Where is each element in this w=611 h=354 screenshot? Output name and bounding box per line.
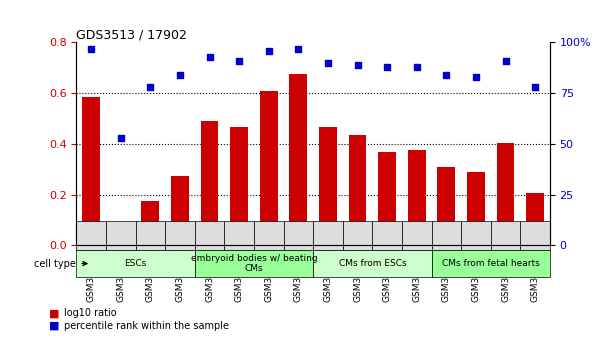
FancyBboxPatch shape (372, 221, 402, 250)
Point (530, 84, 540, 90)
Point (382, 64, 392, 70)
FancyBboxPatch shape (343, 221, 372, 250)
Point (234, 58, 244, 64)
FancyBboxPatch shape (431, 221, 461, 250)
Bar (378, 152, 396, 245)
Bar (171, 176, 189, 245)
Bar (349, 135, 367, 245)
Point (264, 48, 274, 53)
Text: GDS3513 / 17902: GDS3513 / 17902 (76, 28, 187, 41)
Bar (467, 172, 485, 245)
FancyBboxPatch shape (76, 250, 195, 277)
FancyBboxPatch shape (136, 221, 165, 250)
FancyBboxPatch shape (461, 221, 491, 250)
Bar (437, 167, 455, 245)
FancyBboxPatch shape (313, 221, 343, 250)
Text: ■: ■ (49, 308, 59, 318)
Bar (82, 97, 100, 245)
Point (471, 74, 481, 80)
Bar (408, 150, 426, 245)
Point (412, 64, 422, 70)
Point (175, 72, 185, 78)
Bar (260, 91, 277, 245)
FancyBboxPatch shape (106, 221, 136, 250)
FancyBboxPatch shape (521, 221, 550, 250)
Bar (200, 121, 219, 245)
Text: log10 ratio: log10 ratio (64, 308, 117, 318)
Point (145, 84, 155, 90)
Point (86, 46, 96, 51)
Point (205, 54, 214, 59)
Text: percentile rank within the sample: percentile rank within the sample (64, 321, 229, 331)
Text: embryoid bodies w/ beating
CMs: embryoid bodies w/ beating CMs (191, 254, 317, 273)
FancyBboxPatch shape (195, 221, 224, 250)
Point (353, 62, 362, 68)
FancyBboxPatch shape (402, 221, 431, 250)
FancyBboxPatch shape (165, 221, 195, 250)
Bar (497, 143, 514, 245)
Bar (290, 74, 307, 245)
Point (441, 72, 451, 78)
Bar (526, 193, 544, 245)
Text: CMs from fetal hearts: CMs from fetal hearts (442, 259, 540, 268)
Text: ■: ■ (49, 321, 59, 331)
Text: CMs from ESCs: CMs from ESCs (338, 259, 406, 268)
Text: ESCs: ESCs (125, 259, 147, 268)
Bar (230, 127, 248, 245)
FancyBboxPatch shape (254, 221, 284, 250)
Point (323, 60, 333, 65)
FancyBboxPatch shape (431, 250, 550, 277)
Point (293, 46, 303, 51)
Point (500, 58, 510, 64)
Point (116, 135, 126, 141)
FancyBboxPatch shape (224, 221, 254, 250)
Bar (319, 127, 337, 245)
Text: cell type: cell type (34, 258, 87, 269)
FancyBboxPatch shape (76, 221, 106, 250)
Bar (112, 242, 130, 245)
FancyBboxPatch shape (284, 221, 313, 250)
FancyBboxPatch shape (195, 250, 313, 277)
Bar (142, 201, 159, 245)
FancyBboxPatch shape (313, 250, 431, 277)
FancyBboxPatch shape (491, 221, 521, 250)
